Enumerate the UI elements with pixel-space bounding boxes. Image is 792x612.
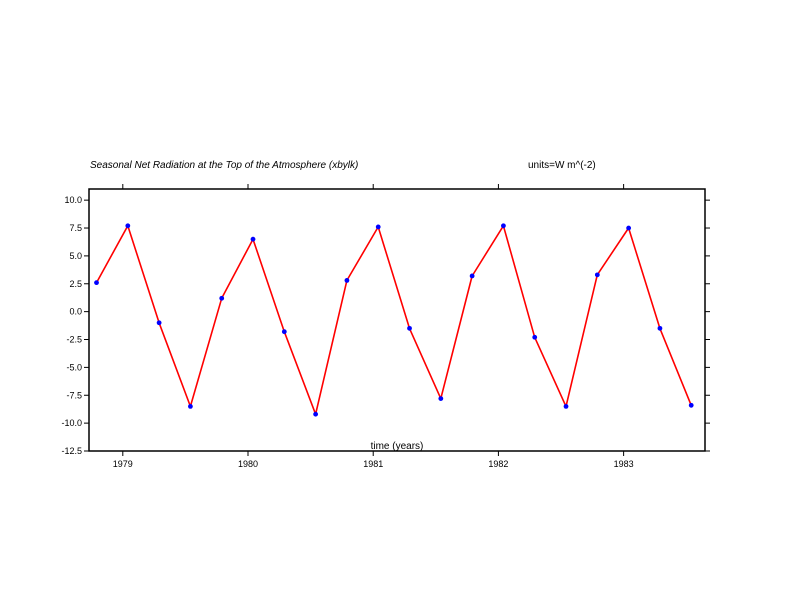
data-point	[281, 329, 287, 335]
chart-title: Seasonal Net Radiation at the Top of the…	[90, 160, 358, 171]
data-point	[532, 334, 538, 340]
y-tick-label: -12.5	[61, 446, 82, 456]
data-point	[626, 225, 632, 231]
data-point	[313, 411, 319, 417]
y-tick-label: 0.0	[69, 307, 82, 317]
x-tick-label: 1982	[488, 459, 508, 469]
data-point	[688, 402, 694, 408]
y-tick-label: -10.0	[61, 418, 82, 428]
x-tick-label: 1983	[614, 459, 634, 469]
data-point	[563, 404, 569, 409]
x-axis: 1979 1980 1981 1982 1983	[113, 184, 634, 469]
units-label: units=W m^(-2)	[528, 160, 596, 171]
data-point	[156, 320, 162, 326]
data-point	[438, 396, 444, 401]
y-tick-label: -7.5	[66, 390, 82, 400]
data-point	[188, 404, 193, 409]
data-point	[469, 273, 475, 279]
data-point	[407, 325, 412, 331]
x-tick-label: 1980	[238, 459, 258, 469]
y-tick-label: 7.5	[69, 223, 82, 233]
y-tick-label: 2.5	[69, 279, 82, 289]
data-point	[594, 272, 600, 278]
y-tick-label: -2.5	[66, 335, 82, 345]
data-point	[344, 278, 350, 283]
data-point	[375, 224, 381, 230]
x-tick-label: 1981	[363, 459, 383, 469]
y-tick-label: 10.0	[64, 195, 82, 205]
data-point	[94, 280, 99, 286]
x-tick-label: 1979	[113, 459, 133, 469]
plot-frame	[88, 188, 706, 452]
data-point	[657, 325, 663, 331]
data-point	[219, 295, 225, 301]
data-point	[501, 223, 506, 229]
y-tick-label: -5.0	[66, 362, 82, 372]
series-group	[94, 223, 694, 417]
series-line	[95, 225, 692, 416]
data-point	[250, 236, 256, 242]
y-tick-label: 5.0	[69, 251, 82, 261]
x-axis-label: time (years)	[371, 441, 424, 452]
data-point	[125, 223, 131, 229]
y-axis: -12.5 -10.0 -7.5 -5.0 -2.5 0.0 2.5 5.0 7.5 10.0	[61, 195, 710, 456]
